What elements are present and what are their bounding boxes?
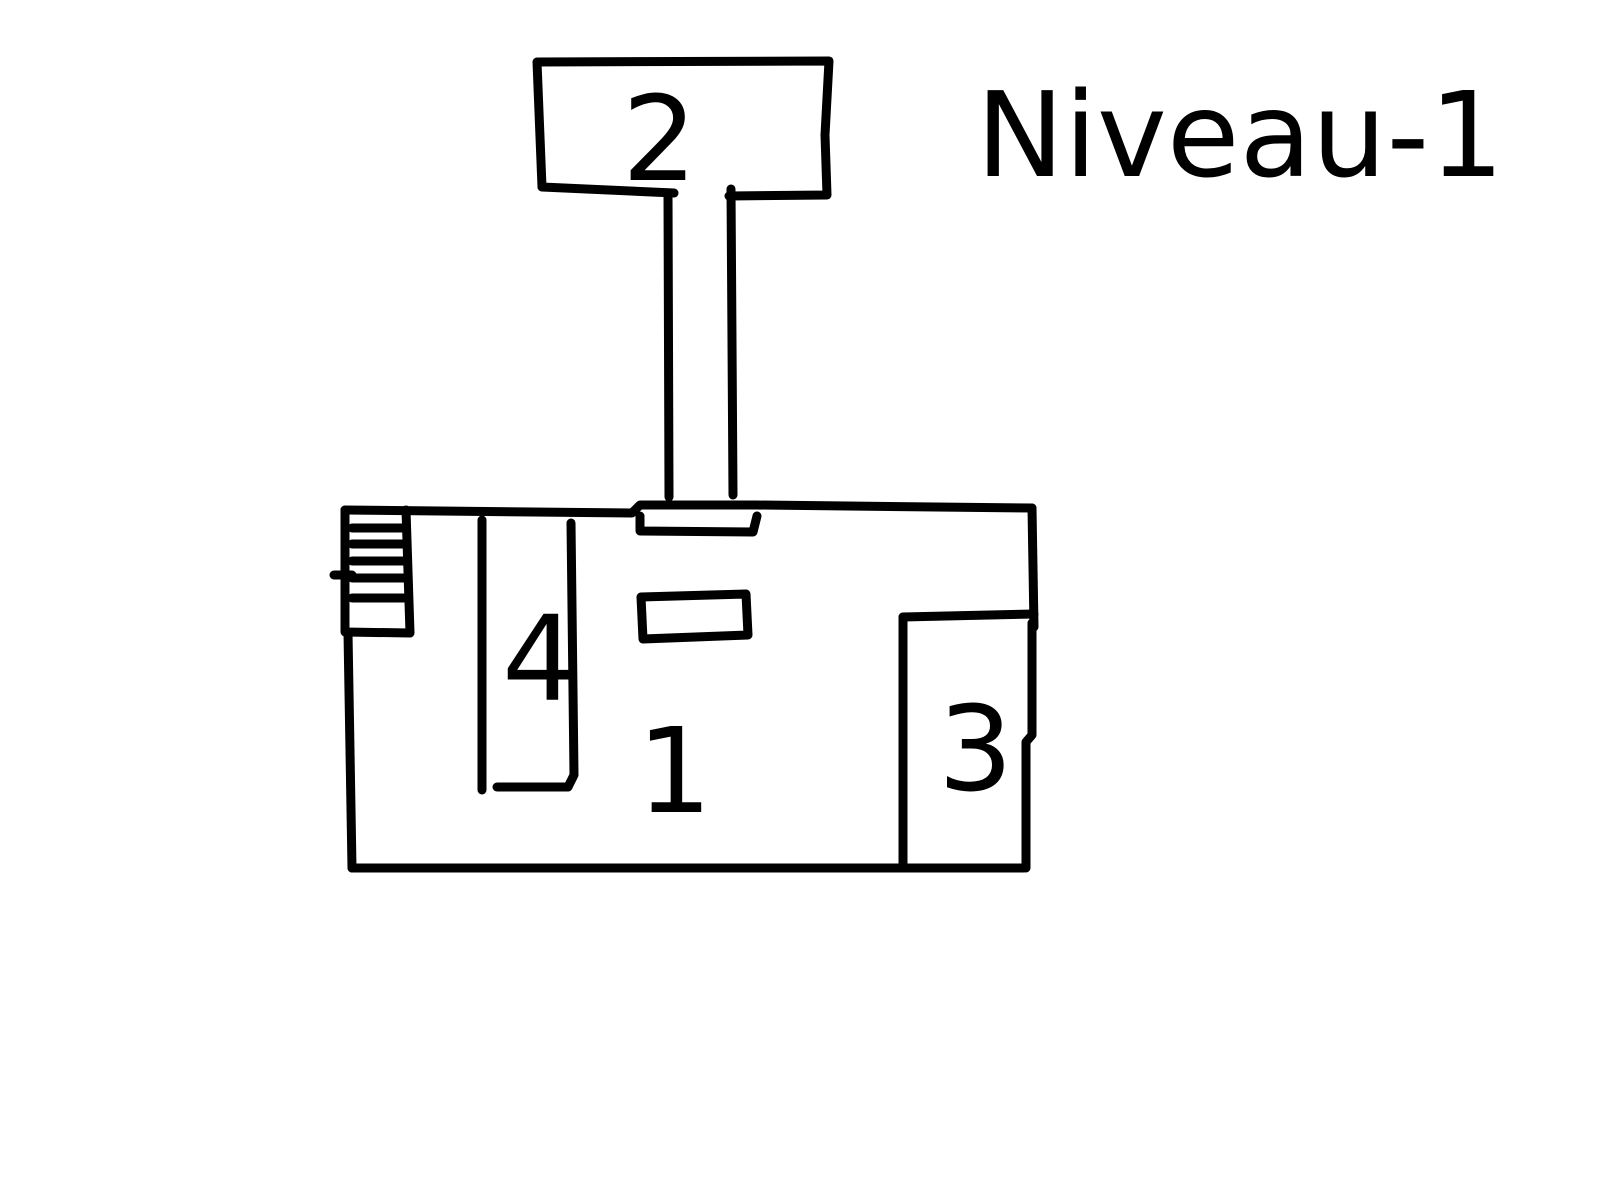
room-3-top-wall xyxy=(898,609,1039,622)
main-room-top-wall xyxy=(340,500,1037,518)
room-2-bottom-left-wall xyxy=(537,182,679,198)
corridor-right-wall xyxy=(726,184,738,500)
top-opening-frame xyxy=(635,511,762,537)
room-label-3: 3 xyxy=(938,680,1013,818)
room-label-4: 4 xyxy=(502,590,577,728)
main-room-left-wall xyxy=(343,628,357,873)
corridor-left-wall xyxy=(663,188,674,502)
room-label-2: 2 xyxy=(622,70,697,208)
room-label-1: 1 xyxy=(637,702,712,840)
main-room-right-wall-upper xyxy=(1027,503,1039,632)
central-fixture xyxy=(636,589,753,644)
room-3-right-wall xyxy=(1021,618,1037,873)
room-2-outline xyxy=(532,56,834,201)
level-title: Niveau-1 xyxy=(976,66,1504,204)
